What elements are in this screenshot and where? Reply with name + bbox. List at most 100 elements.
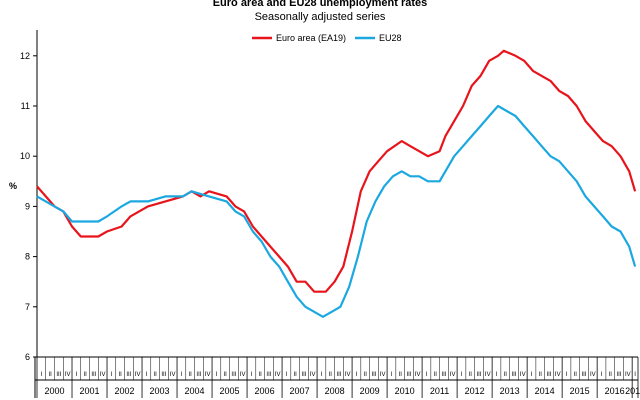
- x-quarter-label: III: [56, 372, 61, 378]
- x-quarter-label: IV: [485, 372, 491, 378]
- y-tick-label: 11: [21, 101, 30, 111]
- x-year-label: 2005: [220, 386, 240, 396]
- x-quarter-label: I: [216, 372, 218, 378]
- x-quarter-label: II: [83, 372, 87, 378]
- x-quarter-label: I: [601, 372, 603, 378]
- series-line-euro-area: [36, 49, 637, 293]
- chart-subtitle: Seasonally adjusted series: [255, 11, 386, 23]
- x-quarter-label: I: [181, 372, 183, 378]
- legend-label-euro-area: Euro area (EA19): [276, 33, 346, 43]
- axes: [34, 30, 638, 398]
- x-year-label: 2016: [605, 386, 625, 396]
- x-quarter-label: II: [118, 372, 122, 378]
- x-year-label: 2006: [255, 386, 275, 396]
- x-quarter-label: II: [399, 372, 403, 378]
- x-quarter-label: III: [266, 372, 271, 378]
- x-quarter-label: I: [321, 372, 323, 378]
- x-year-label: 2009: [360, 386, 380, 396]
- x-quarter-label: I: [146, 372, 148, 378]
- x-year-label: 2011: [430, 386, 449, 396]
- x-quarter-label: IV: [240, 372, 246, 378]
- x-year-label: 2010: [395, 386, 415, 396]
- x-quarter-label: I: [426, 372, 428, 378]
- x-quarter-label: IV: [135, 372, 141, 378]
- x-quarter-label: I: [531, 372, 533, 378]
- x-quarter-label: III: [231, 372, 236, 378]
- x-quarter-label: III: [617, 372, 622, 378]
- x-quarter-label: I: [356, 372, 358, 378]
- x-quarter-label: I: [634, 372, 636, 378]
- x-quarter-label: III: [371, 372, 376, 378]
- legend-label-eu28: EU28: [379, 33, 402, 43]
- x-quarter-label: III: [126, 372, 131, 378]
- x-quarter-label: II: [294, 372, 298, 378]
- x-quarter-label: III: [91, 372, 96, 378]
- x-quarter-label: IV: [380, 372, 386, 378]
- x-quarter-label: IV: [100, 372, 106, 378]
- x-year-label: 2002: [115, 386, 135, 396]
- x-quarter-label: II: [48, 372, 52, 378]
- x-quarter-label: II: [188, 372, 192, 378]
- x-quarter-label: III: [582, 372, 587, 378]
- x-quarter-label: III: [161, 372, 166, 378]
- x-quarter-label: III: [336, 372, 341, 378]
- x-quarter-label: IV: [170, 372, 176, 378]
- x-quarter-label: III: [441, 372, 446, 378]
- x-year-label: 2003: [150, 386, 170, 396]
- y-tick-label: 12: [20, 51, 30, 61]
- x-quarter-label: III: [511, 372, 516, 378]
- x-quarter-label: I: [41, 372, 43, 378]
- x-quarter-label: III: [547, 372, 552, 378]
- x-quarter-label: III: [476, 372, 481, 378]
- x-year-label: 2001: [79, 386, 99, 396]
- x-year-label: 2017: [625, 386, 640, 396]
- x-quarter-label: II: [329, 372, 333, 378]
- x-quarter-label: I: [496, 372, 498, 378]
- y-axis-label: %: [9, 181, 17, 191]
- x-year-label: 2008: [325, 386, 345, 396]
- x-quarter-label: II: [539, 372, 543, 378]
- x-quarter-label: I: [251, 372, 253, 378]
- x-quarter-label: III: [301, 372, 306, 378]
- x-quarter-label: II: [609, 372, 613, 378]
- x-quarter-label: IV: [555, 372, 561, 378]
- x-quarter-label: III: [196, 372, 201, 378]
- y-tick-label: 9: [25, 201, 30, 211]
- x-quarter-label: IV: [450, 372, 456, 378]
- x-quarter-label: IV: [65, 372, 71, 378]
- x-quarter-label: IV: [345, 372, 351, 378]
- x-quarter-label: II: [469, 372, 473, 378]
- y-tick-label: 8: [25, 252, 30, 262]
- x-year-label: 2007: [290, 386, 310, 396]
- x-quarter-label: II: [434, 372, 438, 378]
- x-quarter-label: IV: [590, 372, 596, 378]
- x-year-label: 2015: [570, 386, 590, 396]
- legend: Euro area (EA19) EU28: [252, 33, 402, 43]
- y-tick-label: 6: [25, 352, 30, 362]
- x-quarter-label: IV: [310, 372, 316, 378]
- x-quarter-label: III: [406, 372, 411, 378]
- x-quarter-label: IV: [275, 372, 281, 378]
- x-quarter-label: IV: [415, 372, 421, 378]
- x-quarter-label: I: [566, 372, 568, 378]
- y-tick-label: 7: [25, 302, 30, 312]
- y-tick-label: 10: [20, 151, 30, 161]
- x-quarter-label: II: [364, 372, 368, 378]
- x-year-label: 2013: [500, 386, 520, 396]
- x-quarter-label: I: [111, 372, 113, 378]
- x-quarter-label: I: [461, 372, 463, 378]
- x-quarter-label: IV: [205, 372, 211, 378]
- y-ticks: 6 7 8 9 10 11 12: [20, 51, 37, 362]
- x-year-label: 2004: [185, 386, 205, 396]
- x-quarter-label: I: [286, 372, 288, 378]
- x-quarter-label: I: [391, 372, 393, 378]
- x-quarter-label: II: [504, 372, 508, 378]
- x-quarter-label: I: [76, 372, 78, 378]
- x-quarter-label: II: [574, 372, 578, 378]
- x-year-label: 2012: [465, 386, 485, 396]
- x-quarter-label: II: [153, 372, 157, 378]
- series-lines: [36, 49, 637, 318]
- x-quarter-label: IV: [625, 372, 631, 378]
